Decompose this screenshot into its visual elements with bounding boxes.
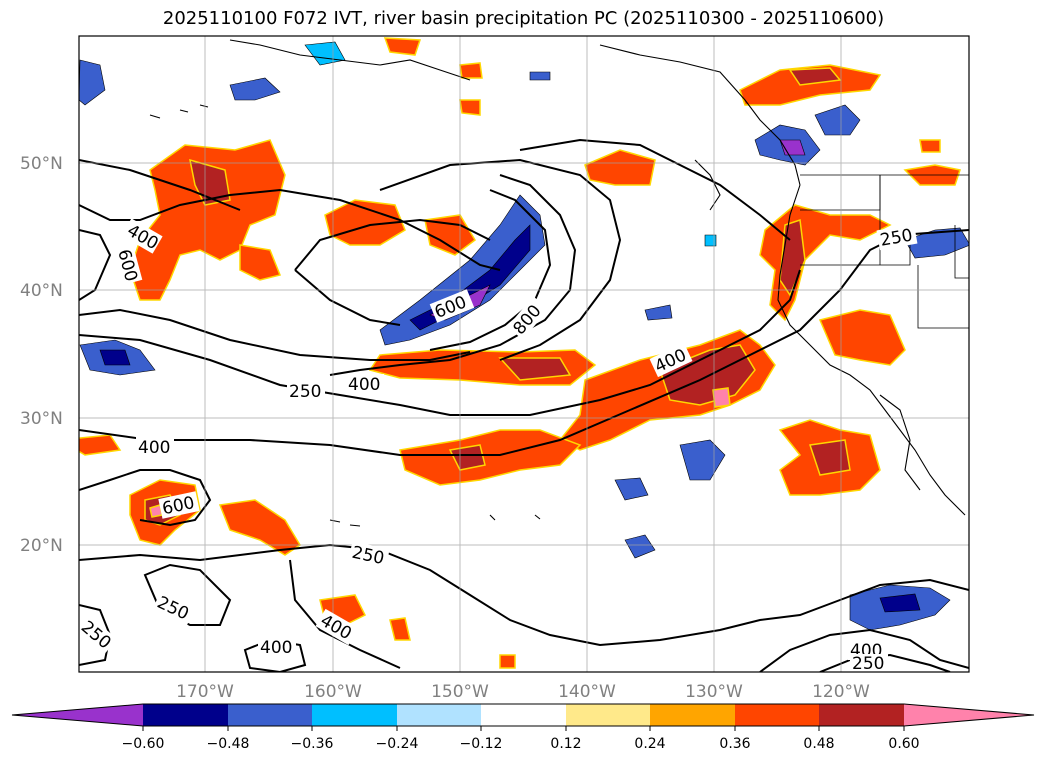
ivt-contours bbox=[79, 138, 969, 672]
colorbar-tick-label: 0.36 bbox=[719, 736, 750, 752]
colorbar-tick-label: 0.12 bbox=[550, 736, 581, 752]
colorbar-segment bbox=[566, 704, 650, 726]
lat-label: 50°N bbox=[20, 154, 63, 174]
lon-label: 150°W bbox=[431, 682, 489, 702]
precip-negative-areas bbox=[79, 41, 969, 631]
colorbar-segment bbox=[819, 704, 904, 726]
contour-label: 400 bbox=[348, 375, 380, 395]
contour-label: 400 bbox=[138, 438, 170, 458]
lat-label: 20°N bbox=[20, 536, 63, 556]
colorbar-tick-label: −0.60 bbox=[122, 736, 165, 752]
lon-label: 140°W bbox=[558, 682, 616, 702]
colorbar-segment bbox=[735, 704, 819, 726]
colorbar-segment bbox=[312, 704, 397, 726]
gridlines bbox=[79, 36, 969, 672]
map-frame bbox=[78, 35, 970, 673]
coastlines bbox=[149, 39, 966, 527]
lon-label: 120°W bbox=[812, 682, 870, 702]
contour-label: 250 bbox=[289, 382, 321, 402]
chart-title: 2025110100 F072 IVT, river basin precipi… bbox=[162, 8, 885, 29]
colorbar-segment bbox=[650, 704, 735, 726]
colorbar-tick-label: 0.24 bbox=[634, 736, 665, 752]
colorbar-tick-label: −0.48 bbox=[207, 736, 250, 752]
colorbar: −0.60 −0.48 −0.36 −0.24 −0.12 0.12 0.24 0.36 0.4… bbox=[11, 703, 1035, 752]
colorbar-tick-label: −0.24 bbox=[376, 736, 419, 752]
colorbar-segment bbox=[143, 704, 228, 726]
lon-label: 170°W bbox=[176, 682, 234, 702]
longitude-labels: 170°W 160°W 150°W 140°W 130°W 120°W bbox=[176, 682, 870, 702]
colorbar-tick-label: −0.12 bbox=[460, 736, 503, 752]
lon-label: 130°W bbox=[685, 682, 743, 702]
lat-label: 40°N bbox=[20, 281, 63, 301]
colorbar-tick-label: −0.36 bbox=[291, 736, 334, 752]
colorbar-segment bbox=[228, 704, 312, 726]
colorbar-segment bbox=[904, 704, 1034, 726]
contour-label: 400 bbox=[260, 638, 292, 658]
colorbar-tick-label: 0.48 bbox=[803, 736, 834, 752]
lon-label: 160°W bbox=[304, 682, 362, 702]
lat-label: 30°N bbox=[20, 409, 63, 429]
colorbar-tick-label: 0.60 bbox=[888, 736, 919, 752]
latitude-labels: 50°N 40°N 30°N 20°N bbox=[20, 154, 63, 556]
contour-label: 250 bbox=[852, 654, 884, 674]
colorbar-segment bbox=[12, 704, 143, 726]
colorbar-segment bbox=[481, 704, 566, 726]
colorbar-segment bbox=[397, 704, 481, 726]
